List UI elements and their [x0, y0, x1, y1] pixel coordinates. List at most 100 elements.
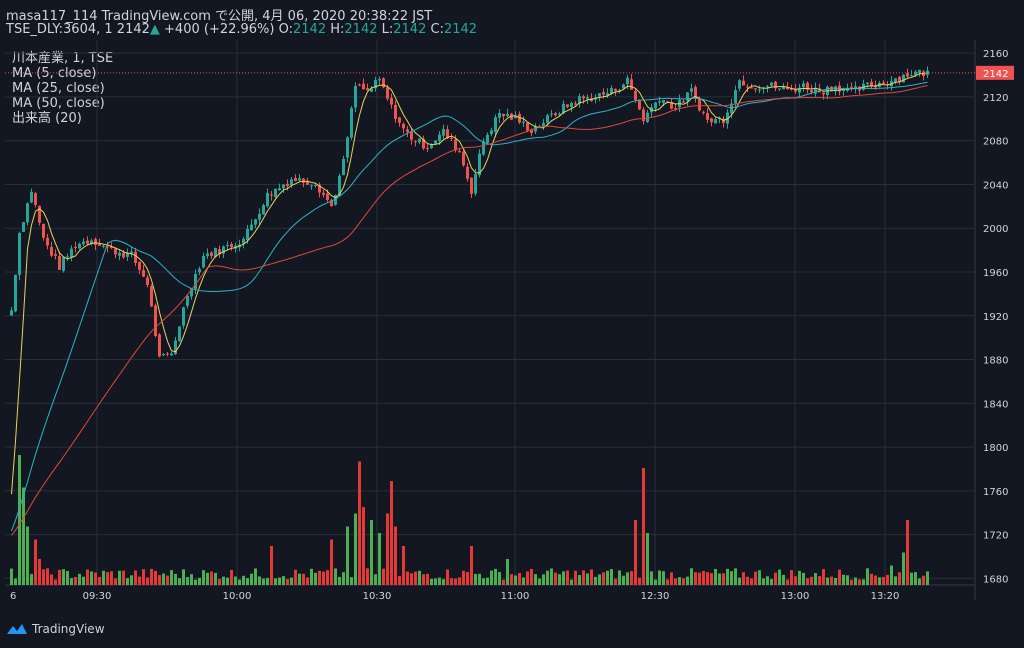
candle-body [226, 245, 229, 247]
candle-body [206, 253, 209, 257]
chart-header-line2: TSE_DLY:3604, 1 2142▲ +400 (+22.96%) O:2… [6, 22, 477, 37]
volume-bar [470, 546, 473, 585]
candle-body [514, 115, 517, 119]
volume-bar [498, 572, 501, 585]
volume-bar [282, 576, 285, 585]
volume-bar [302, 573, 305, 585]
y-tick-label: 2080 [983, 137, 1008, 148]
candle-body [142, 270, 145, 277]
y-tick-label: 1840 [983, 399, 1008, 410]
candle-body [354, 85, 357, 108]
volume-bar [394, 526, 397, 585]
volume-bar [158, 575, 161, 585]
candle-body [454, 139, 457, 151]
candle-body [558, 113, 561, 115]
candle-body [266, 192, 269, 207]
volume-bar [114, 578, 117, 585]
volume-bar [162, 573, 165, 585]
candle-body [622, 84, 625, 89]
candle-body [570, 102, 573, 107]
ma5-line [11, 72, 928, 495]
study-volume[interactable]: 出来高 (20) [12, 111, 82, 126]
candle-body [742, 80, 745, 86]
y-tick-label: 1800 [983, 443, 1008, 454]
volume-bar [414, 571, 417, 585]
candle-body [478, 153, 481, 176]
candle-body [178, 326, 181, 341]
volume-bar [438, 577, 441, 585]
study-ma5[interactable]: MA (5, close) [12, 66, 97, 81]
candle-body [62, 257, 65, 271]
close-label: C: [430, 22, 444, 37]
candle-body [194, 273, 197, 289]
candle-body [854, 86, 857, 89]
volume-bar [474, 573, 477, 585]
volume-bar [674, 578, 677, 585]
y-tick-label: 1880 [983, 356, 1008, 367]
candle-body [894, 78, 897, 82]
volume-bar [230, 569, 233, 585]
volume-bar [58, 569, 61, 585]
volume-bar [574, 570, 577, 585]
volume-bar [54, 579, 57, 585]
candle-body [10, 310, 13, 316]
volume-bar [178, 578, 181, 585]
volume-bar [26, 526, 29, 585]
tradingview-logo[interactable]: TradingView [6, 622, 105, 636]
volume-bar [658, 570, 661, 585]
candle-body [910, 75, 913, 77]
volume-bar [42, 569, 45, 585]
volume-bar [802, 572, 805, 585]
volume-bar [846, 575, 849, 585]
volume-bar [46, 568, 49, 585]
candle-body [566, 104, 569, 108]
chart-header-line1: masa117_114 TradingView.com で公開, 4月 06, … [6, 5, 432, 24]
candle-body [426, 147, 429, 149]
candle-body [82, 241, 85, 245]
candle-body [870, 81, 873, 87]
candle-body [470, 177, 473, 194]
study-ma50[interactable]: MA (50, close) [12, 96, 105, 111]
study-main-series[interactable]: 川本産業, 1, TSE [12, 51, 114, 66]
candle-body [758, 89, 761, 91]
close-value: 2142 [443, 22, 478, 37]
open-label: O: [278, 22, 294, 37]
volume-bar [638, 577, 641, 585]
volume-bar [346, 526, 349, 585]
candle-body [350, 108, 353, 138]
volume-bar [318, 570, 321, 585]
volume-bar [730, 571, 733, 585]
volume-bar [570, 579, 573, 585]
candle-body [18, 233, 21, 275]
candle-body [386, 87, 389, 99]
y-tick-label: 1920 [983, 312, 1008, 323]
volume-bar [814, 573, 817, 585]
volume-bar [462, 570, 465, 585]
volume-bar [350, 577, 353, 585]
candle-body [914, 71, 917, 76]
volume-bar [686, 576, 689, 585]
volume-bar [166, 575, 169, 585]
candle-body [766, 86, 769, 88]
candle-body [666, 101, 669, 103]
volume-bar [602, 572, 605, 585]
volume-bar [910, 572, 913, 585]
price-chart[interactable]: 2160 2120 2080 2040 2000 1960 1920 1880 1840 1800… [5, 40, 1019, 600]
volume-bar [450, 578, 453, 585]
volume-bar [838, 569, 841, 585]
volume-bar [626, 572, 629, 585]
low-value: 2142 [393, 22, 427, 37]
volume-bar [382, 568, 385, 585]
volume-bar [534, 574, 537, 585]
candle-body [114, 248, 117, 255]
study-ma25[interactable]: MA (25, close) [12, 81, 105, 96]
candle-body [574, 103, 577, 105]
y-tick-label: 2040 [983, 180, 1008, 191]
volume-bar [38, 559, 41, 585]
volume-bar [354, 513, 357, 585]
volume-bar [10, 568, 13, 585]
volume-bar [590, 569, 593, 585]
candle-body [446, 129, 449, 139]
volume-bar [110, 571, 113, 585]
candle-body [490, 130, 493, 135]
